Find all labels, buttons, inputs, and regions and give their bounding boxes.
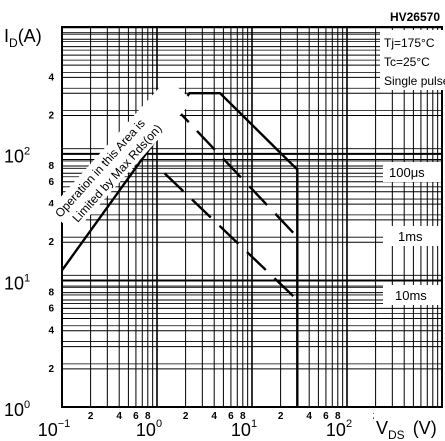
y-minor-tick-label-4: 2 xyxy=(48,237,54,248)
y-axis-label-unit: (A) xyxy=(18,26,42,46)
condition-tj: Tj=175°C xyxy=(384,36,435,50)
x-axis-label: VDS (V) xyxy=(376,418,437,441)
series-line-0 xyxy=(61,91,299,407)
y-minor-tick-label-6: 6 xyxy=(48,177,54,188)
code-box xyxy=(378,8,443,24)
y-minor-tick-label-3: 8 xyxy=(48,288,54,299)
x-axis-label-unit: (V) xyxy=(413,418,437,438)
x-minor-tick-label-9: 4 xyxy=(306,411,312,422)
y-major-tick-label-0: 100 xyxy=(4,399,30,420)
y-axis-label: ID(A) xyxy=(4,26,42,50)
series-label-10ms: 10ms xyxy=(395,288,427,303)
conditions-box xyxy=(380,30,443,90)
x-major-tick-label-2: 101 xyxy=(231,418,257,440)
chart-code: HV26570 xyxy=(390,10,440,24)
x-major-tick-label-3: 102 xyxy=(326,418,352,440)
x-minor-tick-label-11: 8 xyxy=(335,411,341,422)
x-major-tick-exp: 1 xyxy=(251,418,257,430)
y-minor-tick-label-0: 2 xyxy=(48,364,54,375)
x-axis-label-main: V xyxy=(376,418,388,438)
label-1ms-box xyxy=(383,226,441,246)
series-label-100us: 100μs xyxy=(389,165,425,180)
y-major-tick-exp: 1 xyxy=(24,272,30,284)
y-minor-tick-label-5: 4 xyxy=(48,199,54,210)
x-major-tick-exp: −1 xyxy=(58,418,71,430)
y-major-tick-label-1: 101 xyxy=(4,272,30,293)
condition-tc: Tc=25°C xyxy=(384,55,430,69)
y-major-tick-exp: 0 xyxy=(24,399,30,411)
y-major-tick-base: 10 xyxy=(4,400,24,420)
y-minor-tick-label-2: 6 xyxy=(48,303,54,314)
y-major-tick-base: 10 xyxy=(4,273,24,293)
y-minor-tick-label-9: 4 xyxy=(48,72,54,83)
x-major-tick-base: 10 xyxy=(38,420,58,440)
y-minor-tick-label-1: 4 xyxy=(48,326,54,337)
x-major-tick-exp: 0 xyxy=(156,418,162,430)
x-minor-tick-label-4: 2 xyxy=(183,411,189,422)
y-minor-tick-label-8: 2 xyxy=(48,111,54,122)
x-major-tick-label-1: 100 xyxy=(136,418,162,440)
x-minor-tick-label-10: 6 xyxy=(323,411,329,422)
y-axis-label-sub: D xyxy=(9,36,18,50)
label-100us-box xyxy=(383,162,441,182)
x-major-tick-label-0: 10−1 xyxy=(38,418,71,440)
x-minor-tick-label-8: 2 xyxy=(278,411,284,422)
x-minor-tick-label-6: 6 xyxy=(228,411,234,422)
series-layer xyxy=(61,91,299,407)
x-axis-label-sub: DS xyxy=(388,428,405,441)
x-major-tick-base: 10 xyxy=(326,420,346,440)
x-major-tick-exp: 2 xyxy=(346,418,352,430)
condition-pulse: Single pulse xyxy=(384,74,445,88)
x-minor-tick-label-0: 2 xyxy=(88,411,94,422)
y-axis-label-main: I xyxy=(4,26,9,46)
x-major-tick-base: 10 xyxy=(136,420,156,440)
x-major-tick-base: 10 xyxy=(231,420,251,440)
series-line-2 xyxy=(163,172,299,301)
x-minor-tick-label-5: 4 xyxy=(211,411,217,422)
x-minor-tick-label-2: 6 xyxy=(133,411,139,422)
y-major-tick-exp: 2 xyxy=(24,146,30,158)
label-10ms-box xyxy=(383,285,441,305)
x-axis-label-box xyxy=(374,412,445,440)
y-minor-tick-label-7: 8 xyxy=(48,161,54,172)
series-line-1 xyxy=(170,102,299,238)
region-label-box xyxy=(48,78,193,234)
x-minor-tick-label-7: 8 xyxy=(240,411,246,422)
x-minor-tick-label-1: 4 xyxy=(116,411,122,422)
y-major-tick-base: 10 xyxy=(4,147,24,167)
series-label-1ms: 1ms xyxy=(398,229,423,244)
x-minor-tick-label-3: 8 xyxy=(145,411,151,422)
y-major-tick-label-2: 102 xyxy=(4,146,30,167)
